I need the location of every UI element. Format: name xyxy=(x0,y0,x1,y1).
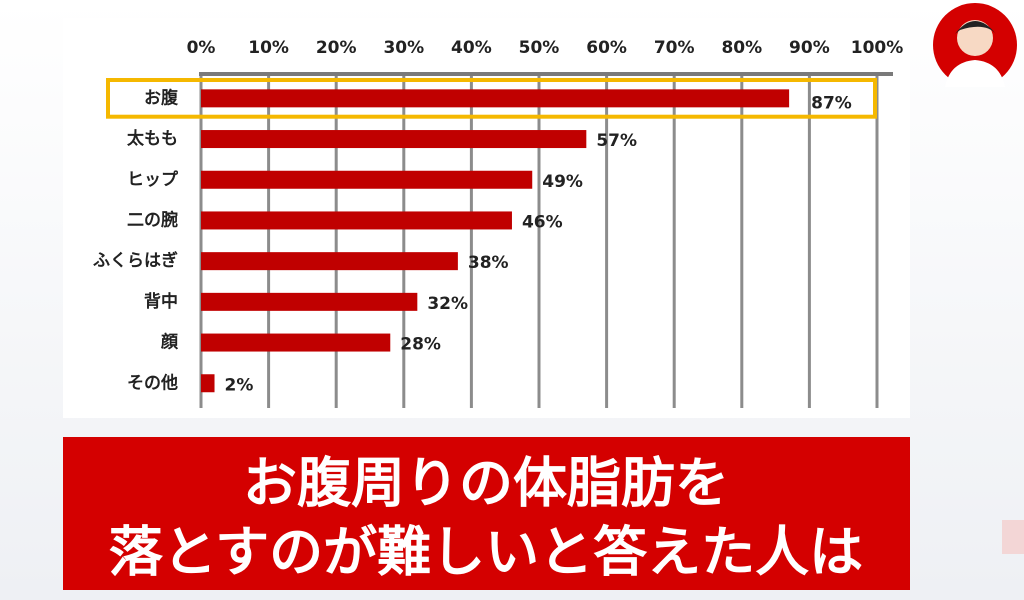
value-label: 57% xyxy=(596,131,637,151)
y-tick-label: お腹 xyxy=(144,87,179,108)
x-tick-label: 0% xyxy=(187,38,216,58)
y-tick-label: ヒップ xyxy=(127,169,179,190)
banner-line: お腹周りの体脂肪を xyxy=(243,452,729,515)
x-tick-label: 40% xyxy=(451,38,492,58)
y-tick-label: ふくらはぎ xyxy=(93,250,178,271)
value-label: 28% xyxy=(400,335,441,355)
value-label: 38% xyxy=(468,253,509,273)
bar xyxy=(201,333,391,352)
avatar-hair xyxy=(955,21,996,34)
y-tick-label: 二の腕 xyxy=(127,209,178,230)
banner-line: 落とすのが難しいと答えた人は xyxy=(109,521,863,584)
x-tick-label: 30% xyxy=(383,38,424,58)
value-label: 87% xyxy=(811,93,852,113)
value-label: 46% xyxy=(522,212,563,232)
x-tick-label: 80% xyxy=(721,38,762,58)
value-label: 2% xyxy=(225,375,254,395)
bar xyxy=(201,170,533,189)
bar xyxy=(201,89,790,108)
bar xyxy=(201,211,512,230)
bar xyxy=(201,252,458,271)
corner-icon xyxy=(1002,520,1024,554)
y-tick-label: 顔 xyxy=(160,332,179,353)
bar xyxy=(201,374,215,393)
value-label: 32% xyxy=(427,294,468,314)
avatar-face xyxy=(957,20,993,56)
y-tick-label: 背中 xyxy=(144,291,178,312)
x-tick-label: 90% xyxy=(789,38,830,58)
avatar-coat xyxy=(945,60,1005,87)
bar xyxy=(201,130,587,149)
bar xyxy=(201,292,418,311)
x-tick-label: 10% xyxy=(248,38,289,58)
highlight-box xyxy=(106,78,877,119)
value-label: 49% xyxy=(542,172,583,192)
x-tick-label: 70% xyxy=(654,38,695,58)
x-tick-label: 50% xyxy=(519,38,560,58)
x-tick-label: 100% xyxy=(851,38,904,58)
x-tick-label: 60% xyxy=(586,38,627,58)
x-tick-label: 20% xyxy=(316,38,357,58)
y-tick-label: その他 xyxy=(127,372,178,393)
y-tick-label: 太もも xyxy=(127,128,178,149)
banner-box xyxy=(63,437,910,590)
